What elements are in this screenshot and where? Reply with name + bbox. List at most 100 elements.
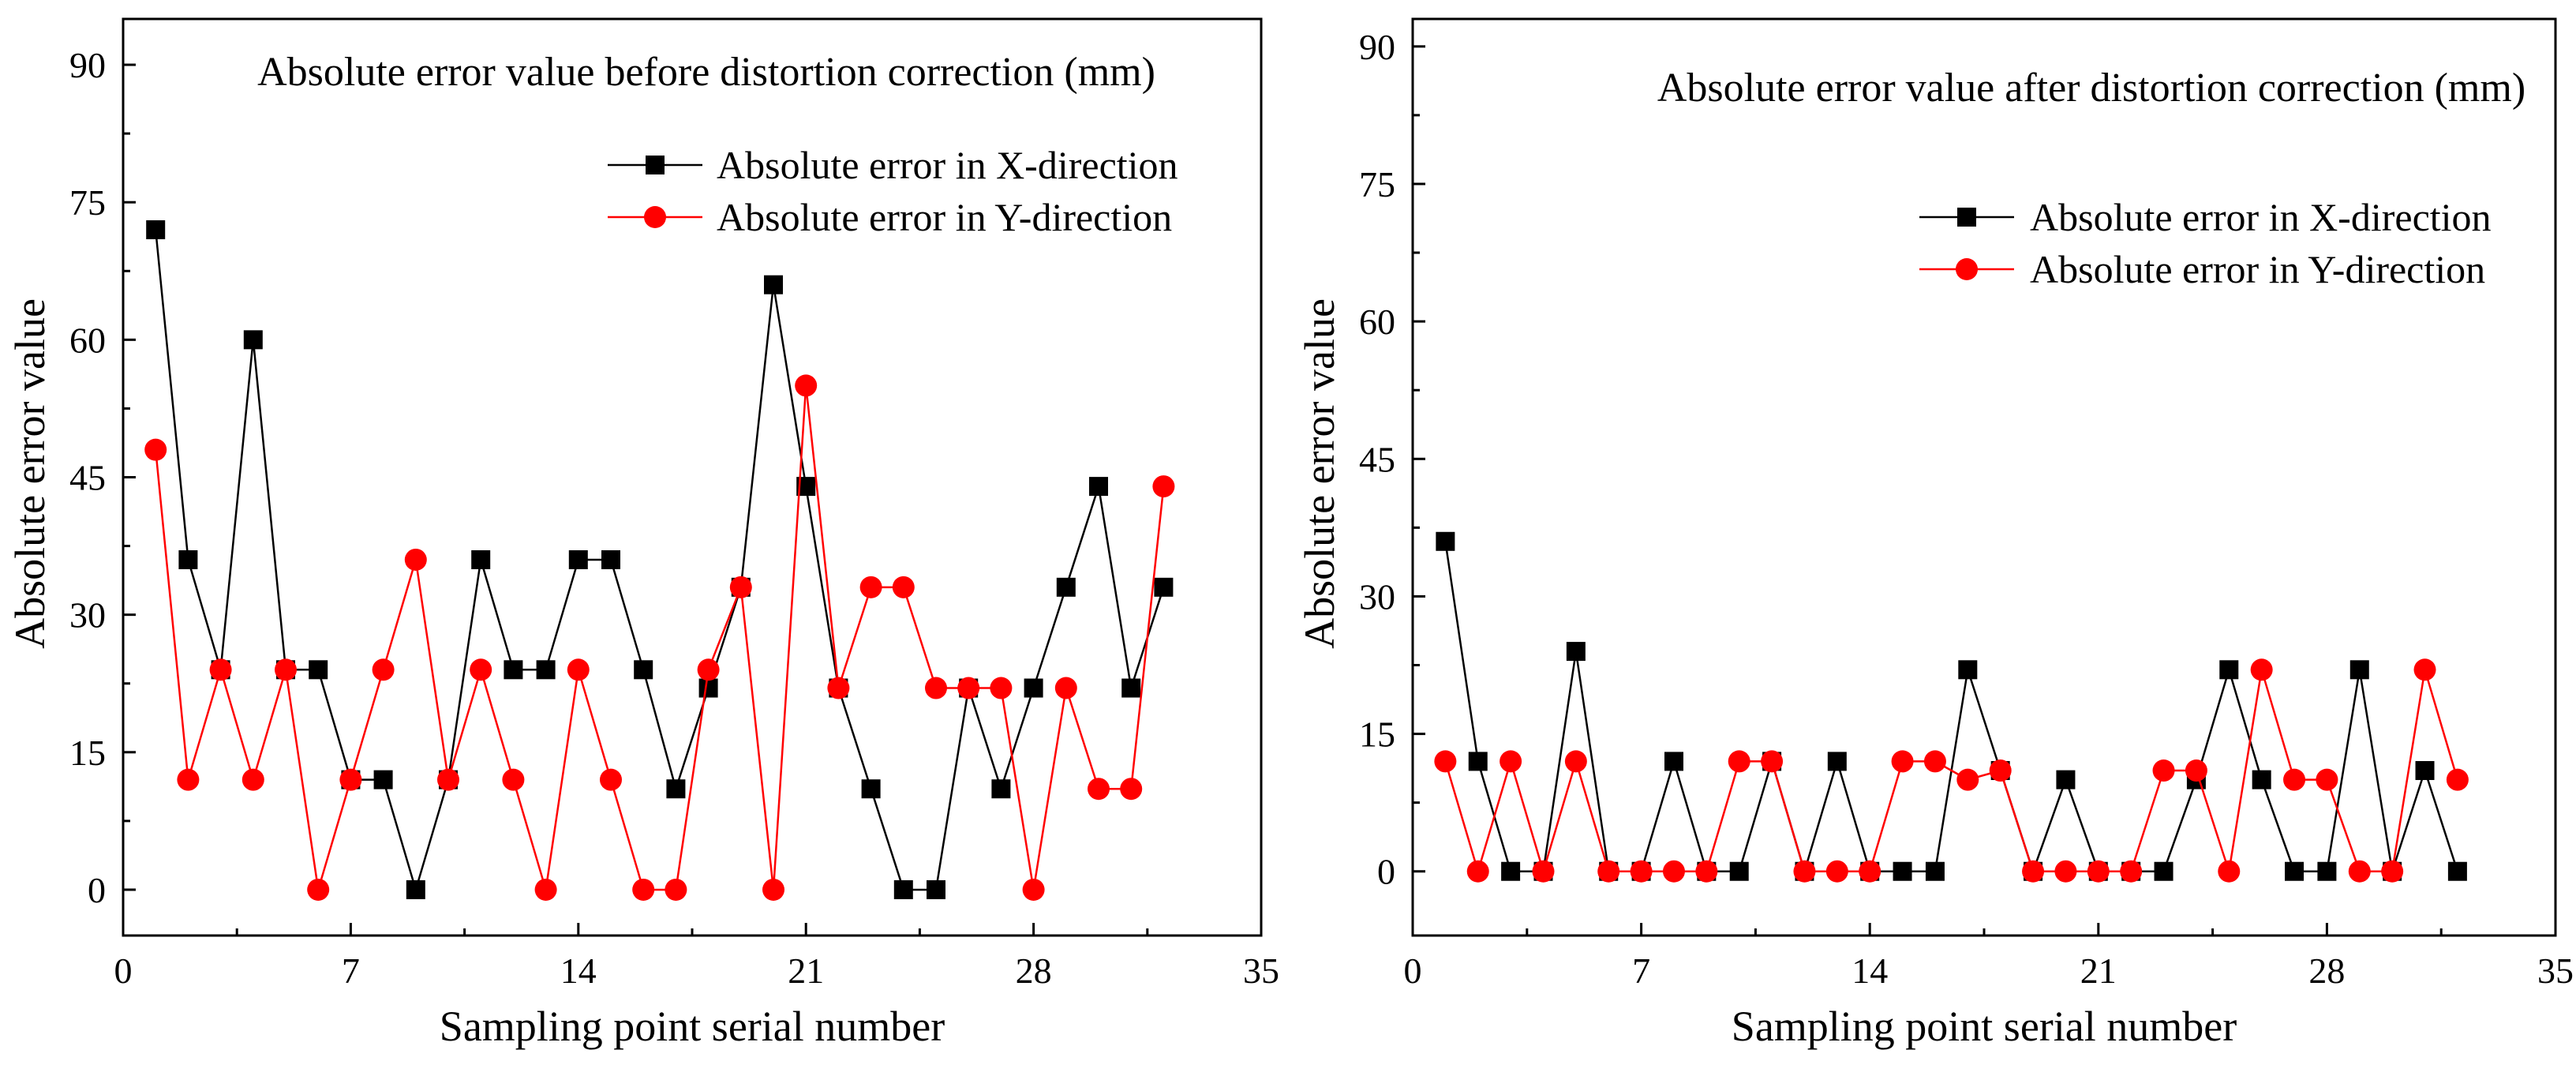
data-point <box>2316 768 2338 791</box>
data-point <box>634 660 653 680</box>
y-tick-label: 30 <box>69 595 106 636</box>
data-point <box>1466 860 1489 883</box>
data-point <box>2056 770 2076 789</box>
y-tick-label: 75 <box>69 182 106 223</box>
series-y-direction <box>1434 658 2469 883</box>
data-point <box>2185 759 2207 782</box>
legend-marker-square <box>1957 208 1976 227</box>
y-tick-label: 90 <box>1359 27 1395 67</box>
data-point <box>1630 860 1653 883</box>
data-point <box>1989 759 2012 782</box>
data-point <box>1154 577 1174 597</box>
data-point <box>243 330 263 350</box>
data-point <box>242 768 264 791</box>
y-tick-label: 90 <box>69 45 106 85</box>
data-point <box>2413 658 2436 681</box>
series-line <box>154 385 1165 891</box>
data-point <box>1120 778 1143 801</box>
data-point <box>1436 531 1455 551</box>
data-point <box>1088 778 1110 801</box>
data-point <box>1958 660 1978 680</box>
legend-marker-square <box>646 156 665 174</box>
data-point <box>1152 475 1175 498</box>
data-point <box>827 677 850 699</box>
x-tick-label: 14 <box>560 951 597 991</box>
series-x-direction <box>1436 531 2467 881</box>
chart-title: Absolute error value after distortion co… <box>1657 66 2525 111</box>
data-point <box>567 658 590 681</box>
data-point <box>1956 768 1979 791</box>
data-point <box>209 658 232 681</box>
data-point <box>1859 860 1881 883</box>
data-point <box>1022 878 1045 901</box>
legend-label: Absolute error in X-direction <box>717 143 1178 187</box>
data-point <box>2054 860 2077 883</box>
x-axis-label: Sampling point serial number <box>1732 1003 2237 1050</box>
data-point <box>2381 860 2404 883</box>
data-point <box>2285 861 2305 881</box>
data-point <box>372 658 395 681</box>
series-line <box>1444 669 2459 876</box>
data-point <box>1923 750 1946 773</box>
data-point <box>1566 642 1586 662</box>
data-point <box>568 549 588 569</box>
legend-marker-circle <box>1956 258 1978 280</box>
series-y-direction <box>144 374 1175 901</box>
legend-label: Absolute error in Y-direction <box>2030 247 2485 291</box>
data-point <box>2250 658 2273 681</box>
x-axis-label: Sampling point serial number <box>440 1003 945 1050</box>
series-line <box>1444 541 2459 876</box>
data-point <box>1501 861 1521 881</box>
chart-after-correction: 0 7 14 21 28 35 0 15 30 45 60 75 90 Sampling point se… <box>1296 17 2574 1050</box>
data-point <box>275 658 297 681</box>
data-point <box>893 879 913 899</box>
data-point <box>1056 577 1076 597</box>
y-tick-label: 60 <box>69 320 106 360</box>
data-point <box>404 548 427 571</box>
data-point <box>666 779 686 799</box>
data-point <box>471 549 491 569</box>
data-point <box>892 576 915 598</box>
plot-frame <box>1411 17 2557 937</box>
data-point <box>1662 860 1685 883</box>
data-point <box>373 770 393 789</box>
data-point <box>991 779 1011 799</box>
y-tick-label: 0 <box>88 870 106 910</box>
data-point <box>859 576 882 598</box>
data-point <box>1434 750 1457 773</box>
data-point <box>1664 752 1683 771</box>
data-point <box>1827 752 1847 771</box>
data-point <box>406 879 425 899</box>
data-point <box>1054 677 1077 699</box>
data-point <box>2120 860 2143 883</box>
data-point <box>2415 761 2435 781</box>
data-point <box>2283 768 2306 791</box>
data-point <box>309 660 328 680</box>
x-tick-label: 28 <box>2308 951 2345 991</box>
data-point <box>1761 750 1784 773</box>
data-point <box>534 878 557 901</box>
data-point <box>2349 660 2369 680</box>
data-point <box>2154 861 2174 881</box>
y-tick-label: 15 <box>69 733 106 773</box>
y-tick-label: 45 <box>1359 439 1395 479</box>
data-point <box>795 374 818 397</box>
data-point <box>536 660 556 680</box>
data-point <box>2152 759 2175 782</box>
data-point <box>2022 860 2045 883</box>
data-point <box>1925 861 1945 881</box>
data-point <box>339 768 362 791</box>
data-point <box>665 878 687 901</box>
data-point <box>307 878 330 901</box>
data-point <box>1089 477 1108 497</box>
data-point <box>632 878 655 901</box>
data-point <box>502 768 525 791</box>
data-point <box>1825 860 1848 883</box>
data-point <box>1729 861 1749 881</box>
y-tick-label: 45 <box>69 458 106 498</box>
x-tick-label: 35 <box>1243 951 1279 991</box>
chart-title: Absolute error value before distortion c… <box>257 50 1155 95</box>
data-point <box>504 660 523 680</box>
data-point <box>178 549 198 569</box>
y-axis-label: Absolute error value <box>1296 298 1343 649</box>
